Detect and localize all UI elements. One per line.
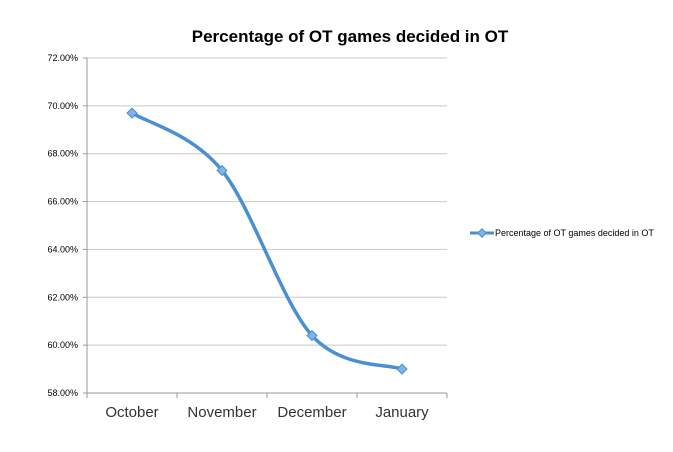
data-point-marker (216, 164, 228, 177)
gridlines (87, 57, 447, 394)
y-tick-label: 60.00% (47, 340, 78, 350)
legend-marker-swatch (477, 228, 487, 238)
y-tick-label: 70.00% (47, 101, 78, 111)
data-point-marker (306, 329, 318, 342)
y-tick-label: 66.00% (47, 197, 78, 207)
legend-label: Percentage of OT games decided in OT (495, 228, 654, 238)
y-tick-label: 64.00% (47, 244, 78, 254)
x-tick-label: December (277, 404, 346, 421)
x-tick-label: November (187, 404, 256, 421)
x-tick-label: January (375, 404, 429, 421)
y-tick-label: 62.00% (47, 292, 78, 302)
x-tick-label: October (105, 404, 158, 421)
data-point-marker (126, 107, 138, 119)
legend: Percentage of OT games decided in OT (470, 228, 654, 238)
chart-title: Percentage of OT games decided in OT (192, 27, 509, 46)
x-tick-labels: October November December January (105, 404, 429, 421)
y-tick-label: 72.00% (47, 53, 78, 63)
axes (83, 57, 448, 398)
y-tick-label: 68.00% (47, 149, 78, 159)
data-point-marker (396, 363, 408, 375)
data-markers (126, 107, 408, 375)
y-tick-label: 58.00% (47, 388, 78, 398)
series-line (130, 111, 404, 371)
series-lines (130, 111, 404, 371)
y-tick-labels: 58.00% 60.00% 62.00% 64.00% 66.00% 68.00% 70.0… (47, 53, 78, 398)
